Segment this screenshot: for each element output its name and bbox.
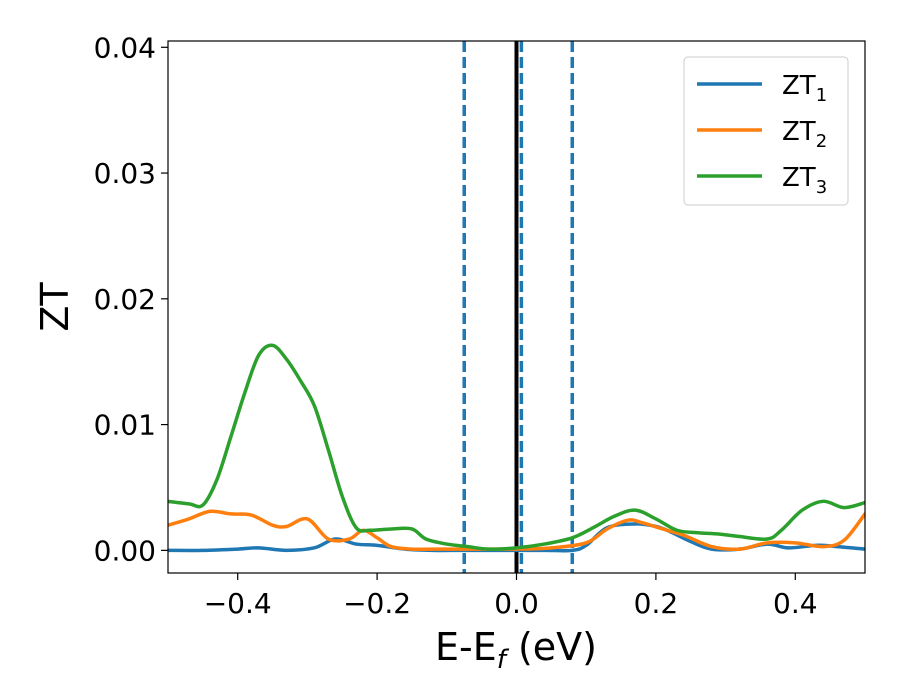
legend-label-zt2: ZT2 xyxy=(782,117,827,152)
legend-box xyxy=(683,56,849,206)
series-line-zt3 xyxy=(168,343,865,551)
x-tick-label: 0.4 xyxy=(773,587,818,620)
y-axis-label: ZT xyxy=(33,282,77,332)
legend-label-zt1: ZT1 xyxy=(782,71,827,106)
legend-label-zt3: ZT3 xyxy=(782,163,827,198)
series-line-zt2 xyxy=(168,509,865,552)
legend: ZT1 ZT2 ZT3 xyxy=(683,56,849,206)
x-tick-label: −0.4 xyxy=(204,587,272,620)
x-axis-label: E-Ef (eV) xyxy=(435,625,597,675)
x-axis-label-main: E-E xyxy=(435,625,497,669)
y-tick-label: 0.04 xyxy=(94,31,156,64)
y-tick-label: 0.02 xyxy=(94,283,156,316)
x-tick-label: 0.2 xyxy=(634,587,679,620)
y-tick-label: 0.00 xyxy=(94,534,156,567)
x-axis-label-suffix: (eV) xyxy=(506,625,597,669)
x-tick-label: −0.2 xyxy=(343,587,411,620)
x-tick-label: 0.0 xyxy=(494,587,539,620)
y-tick-label: 0.01 xyxy=(94,409,156,442)
y-tick-label: 0.03 xyxy=(94,157,156,190)
